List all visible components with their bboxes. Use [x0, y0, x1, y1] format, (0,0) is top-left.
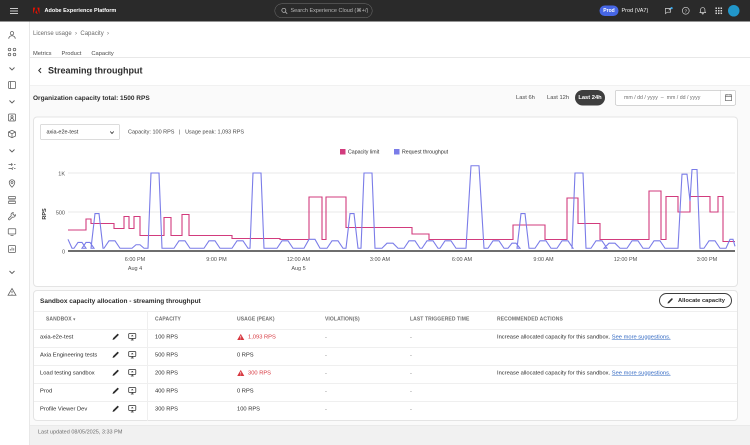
- svg-text:9:00 PM: 9:00 PM: [206, 257, 227, 263]
- svg-text:9:00 AM: 9:00 AM: [533, 257, 554, 263]
- svg-text:?: ?: [684, 8, 687, 14]
- svg-text:3:00 PM: 3:00 PM: [697, 257, 718, 263]
- svg-text:Aug 4: Aug 4: [128, 266, 142, 272]
- svg-text:Aug 5: Aug 5: [291, 266, 305, 272]
- svg-text:6:00 AM: 6:00 AM: [452, 257, 473, 263]
- svg-text:3:00 AM: 3:00 AM: [370, 257, 391, 263]
- svg-text:1K: 1K: [58, 172, 65, 178]
- svg-text:12:00 AM: 12:00 AM: [287, 257, 311, 263]
- svg-text:RPS: RPS: [42, 208, 48, 220]
- svg-text:500: 500: [56, 211, 65, 217]
- svg-text:6:00 PM: 6:00 PM: [125, 257, 146, 263]
- svg-text:0: 0: [62, 250, 65, 256]
- svg-text:12:00 PM: 12:00 PM: [614, 257, 638, 263]
